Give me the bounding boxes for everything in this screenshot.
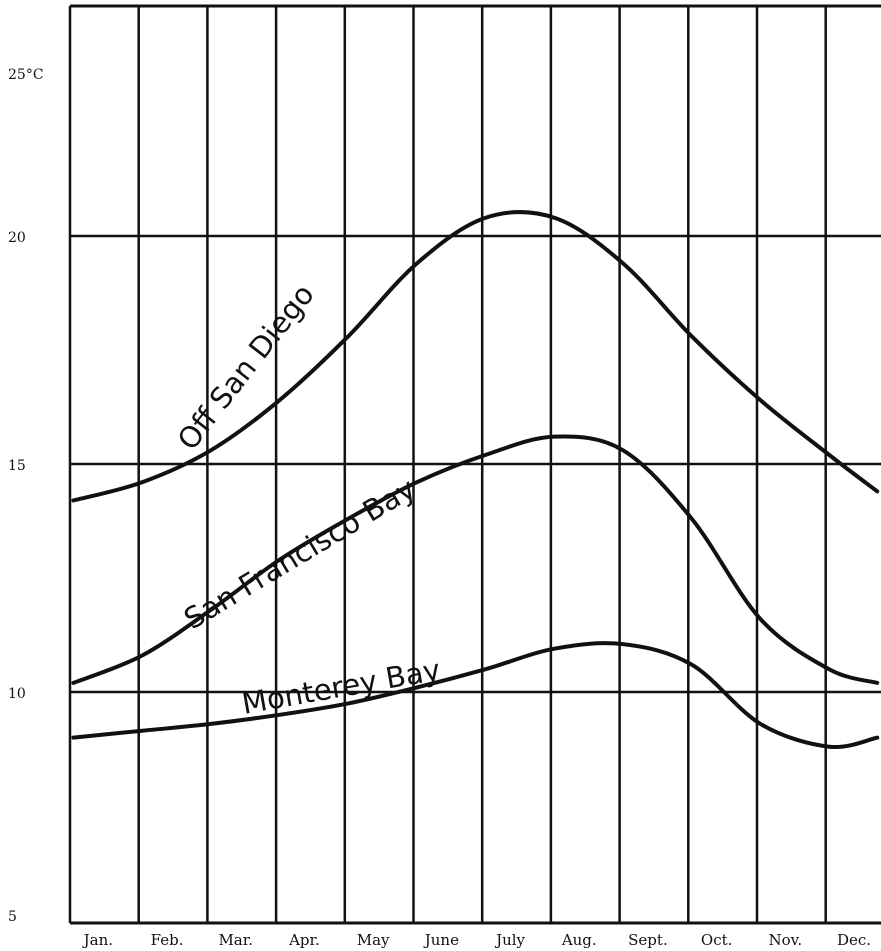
- series-label: San Francisco Bay: [178, 471, 421, 636]
- grid: [68, 4, 881, 925]
- y-tick-label: 15: [8, 458, 26, 474]
- x-tick-label: Oct.: [701, 931, 733, 949]
- series-line: [71, 434, 880, 685]
- x-tick-label: Feb.: [151, 931, 184, 949]
- x-tick-label: Mar.: [218, 931, 253, 949]
- series-line: [71, 210, 880, 503]
- x-tick-label: Sept.: [628, 931, 668, 949]
- x-tick-label: Aug.: [561, 931, 597, 949]
- series-lines: [71, 210, 880, 750]
- x-tick-label: July: [494, 931, 525, 949]
- series-label: Off San Diego: [171, 278, 321, 457]
- x-tick-label: May: [357, 931, 390, 949]
- y-tick-label: 10: [8, 686, 26, 702]
- x-axis-ticks: Jan. Feb. Mar. Apr. May June July Aug. Sept. Oct.…: [82, 931, 871, 949]
- x-tick-label: Jan.: [82, 931, 113, 949]
- x-tick-label: Apr.: [288, 931, 320, 949]
- y-axis-ticks: 25°C 20 15 10 5: [8, 67, 44, 925]
- y-tick-label: 20: [8, 230, 26, 246]
- x-tick-label: Dec.: [837, 931, 871, 949]
- x-tick-label: June: [423, 931, 459, 949]
- y-tick-label: 25°C: [8, 67, 44, 83]
- series-line: [71, 641, 880, 750]
- x-tick-label: Nov.: [769, 931, 803, 949]
- y-tick-label: 5: [8, 909, 17, 925]
